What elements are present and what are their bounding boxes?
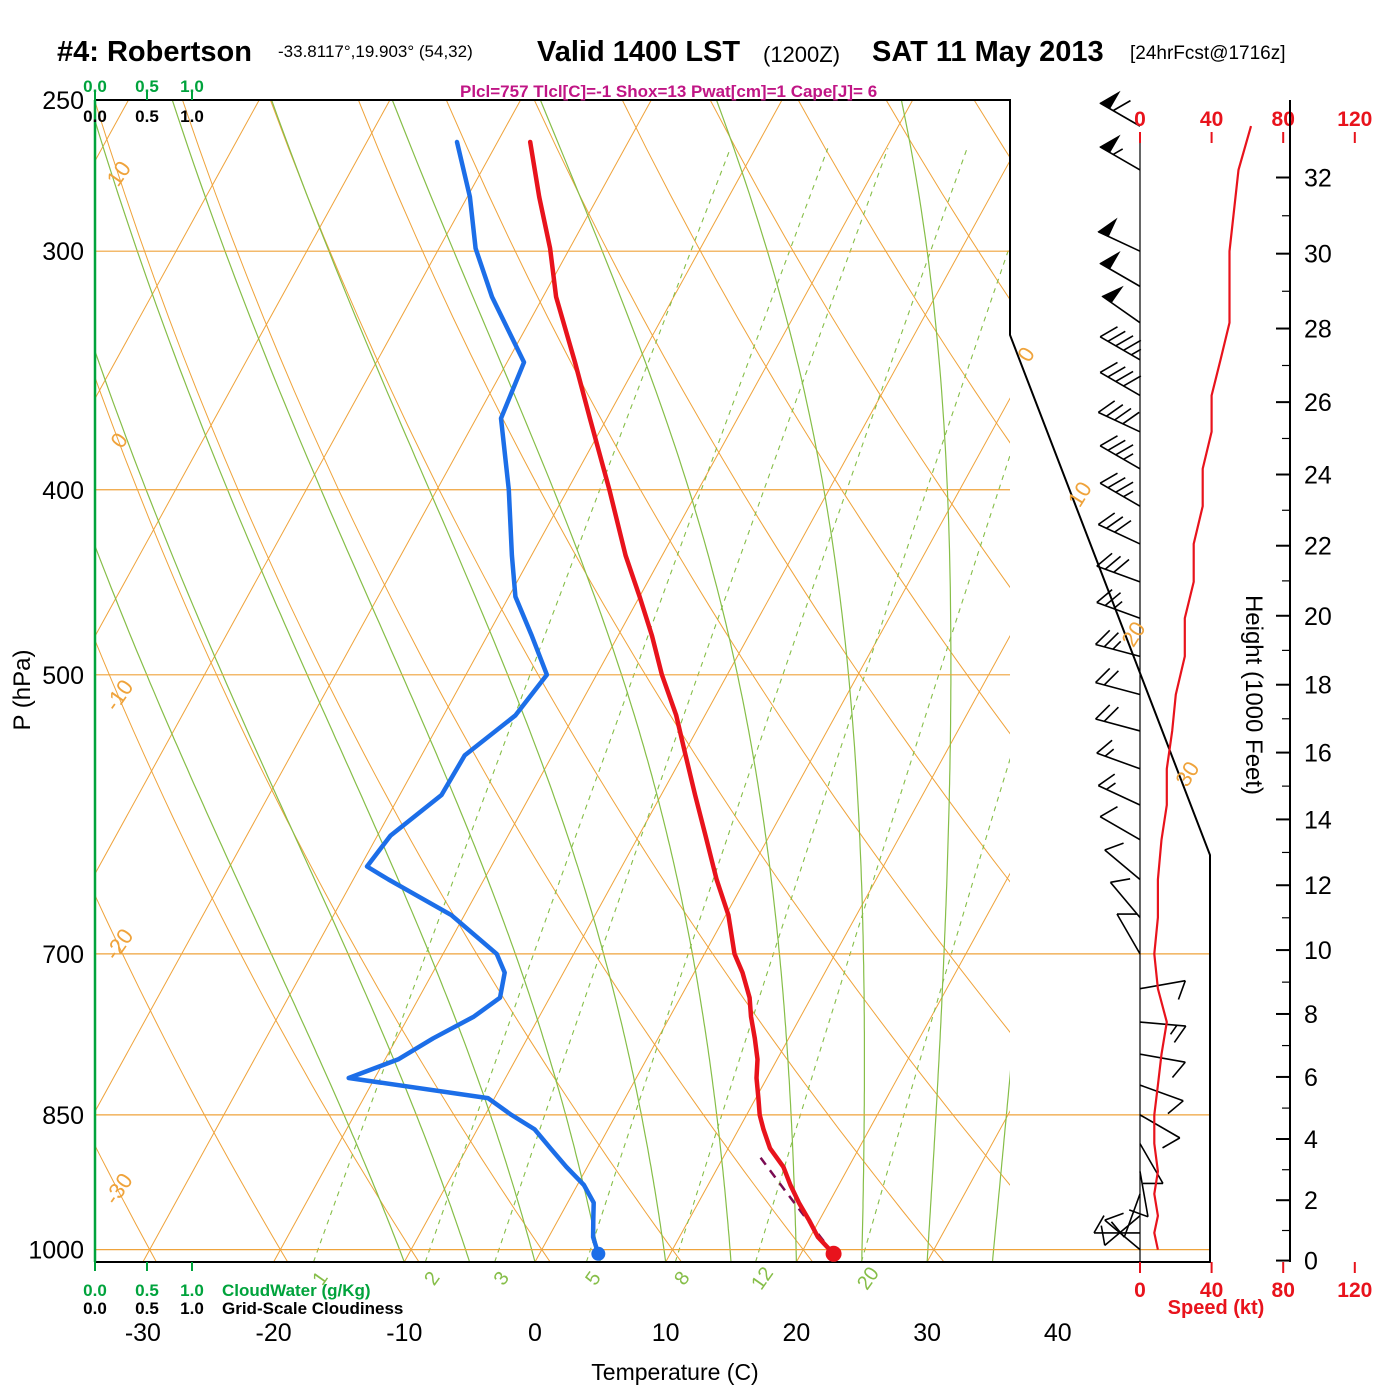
svg-text:0.0: 0.0 <box>83 77 107 96</box>
svg-text:0.5: 0.5 <box>135 77 159 96</box>
svg-text:22: 22 <box>1304 533 1332 561</box>
station-title: #4: Robertson <box>57 36 252 68</box>
svg-text:0.0: 0.0 <box>83 107 107 126</box>
svg-text:0: 0 <box>1012 342 1040 366</box>
valid-time: Valid 1400 LST <box>537 36 741 68</box>
svg-text:30: 30 <box>1304 241 1332 269</box>
svg-text:20: 20 <box>1116 617 1150 651</box>
surface-temperature-dot <box>825 1245 842 1262</box>
svg-text:850: 850 <box>42 1102 84 1130</box>
svg-text:80: 80 <box>1272 108 1295 131</box>
plot-border <box>94 99 1211 1263</box>
svg-text:10: 10 <box>1304 937 1332 965</box>
svg-text:1.0: 1.0 <box>180 1281 204 1300</box>
svg-text:-10: -10 <box>100 675 139 715</box>
svg-text:6: 6 <box>1304 1064 1318 1092</box>
svg-text:Grid-Scale Cloudiness: Grid-Scale Cloudiness <box>222 1299 403 1318</box>
svg-text:120: 120 <box>1337 108 1372 131</box>
svg-text:8: 8 <box>670 1268 694 1290</box>
svg-text:1.0: 1.0 <box>180 77 204 96</box>
svg-text:14: 14 <box>1304 806 1332 834</box>
svg-text:300: 300 <box>42 238 84 266</box>
svg-text:500: 500 <box>42 662 84 690</box>
svg-text:P (hPa): P (hPa) <box>9 650 36 731</box>
svg-text:Height (1000 Feet): Height (1000 Feet) <box>1240 595 1267 795</box>
svg-text:10: 10 <box>652 1319 680 1347</box>
svg-text:10: 10 <box>101 156 136 190</box>
svg-text:120: 120 <box>1337 1279 1372 1302</box>
svg-text:12: 12 <box>1304 872 1332 900</box>
svg-text:-10: -10 <box>386 1319 422 1347</box>
svg-text:80: 80 <box>1272 1279 1295 1302</box>
svg-text:3: 3 <box>490 1268 514 1290</box>
svg-text:0: 0 <box>1304 1248 1318 1276</box>
svg-text:32: 32 <box>1304 164 1332 192</box>
svg-text:20: 20 <box>1304 603 1332 631</box>
svg-text:-30: -30 <box>125 1319 161 1347</box>
surface-dewpoint-dot <box>591 1246 606 1261</box>
svg-text:28: 28 <box>1304 316 1332 344</box>
svg-text:Temperature (C): Temperature (C) <box>591 1359 758 1385</box>
svg-text:0: 0 <box>528 1319 542 1347</box>
svg-text:0.0: 0.0 <box>83 1281 107 1300</box>
svg-text:0: 0 <box>1134 1279 1146 1302</box>
svg-text:26: 26 <box>1304 389 1332 417</box>
svg-text:Speed (kt): Speed (kt) <box>1168 1297 1265 1319</box>
wind-speed-profile <box>1153 125 1253 1250</box>
wind-barbs <box>1093 90 1187 1251</box>
svg-text:1.0: 1.0 <box>180 1299 204 1318</box>
svg-text:-30: -30 <box>99 1169 138 1209</box>
svg-text:0.0: 0.0 <box>83 1299 107 1318</box>
svg-text:0.5: 0.5 <box>135 1281 159 1300</box>
svg-text:4: 4 <box>1304 1126 1318 1154</box>
dewpoint-curve <box>346 139 601 1257</box>
svg-text:16: 16 <box>1304 740 1332 768</box>
svg-text:5: 5 <box>581 1268 605 1290</box>
svg-text:10: 10 <box>1063 477 1097 511</box>
svg-text:30: 30 <box>1170 757 1204 791</box>
indices-line: Plcl=757 Tlcl[C]=-1 Shox=13 Pwat[cm]=1 C… <box>460 82 878 101</box>
svg-text:12: 12 <box>747 1263 778 1294</box>
svg-text:40: 40 <box>1200 1279 1223 1302</box>
valid-zulu: (1200Z) <box>763 42 841 67</box>
svg-text:700: 700 <box>42 941 84 969</box>
background-lines <box>95 100 1010 1262</box>
svg-text:-20: -20 <box>256 1319 292 1347</box>
svg-text:400: 400 <box>42 477 84 505</box>
forecast-tag: [24hrFcst@1716z] <box>1130 43 1286 64</box>
svg-text:0.5: 0.5 <box>135 1299 159 1318</box>
svg-text:40: 40 <box>1044 1319 1072 1347</box>
svg-text:18: 18 <box>1304 672 1332 700</box>
svg-text:40: 40 <box>1200 108 1223 131</box>
svg-text:2: 2 <box>420 1268 444 1290</box>
svg-text:1.0: 1.0 <box>180 107 204 126</box>
svg-text:0: 0 <box>1134 108 1146 131</box>
svg-text:8: 8 <box>1304 1001 1318 1029</box>
svg-text:20: 20 <box>782 1319 810 1347</box>
svg-text:CloudWater (g/Kg): CloudWater (g/Kg) <box>222 1281 371 1300</box>
svg-text:1000: 1000 <box>28 1237 84 1265</box>
temperature-curve <box>527 139 836 1257</box>
svg-text:-20: -20 <box>100 924 139 964</box>
svg-text:250: 250 <box>42 87 84 115</box>
svg-text:0: 0 <box>105 428 133 452</box>
svg-text:0.5: 0.5 <box>135 107 159 126</box>
svg-text:30: 30 <box>913 1319 941 1347</box>
valid-date: SAT 11 May 2013 <box>872 36 1104 68</box>
station-coords: -33.8117°,19.903° (54,32) <box>278 42 473 61</box>
svg-text:24: 24 <box>1304 462 1332 490</box>
svg-text:20: 20 <box>853 1263 884 1294</box>
svg-text:2: 2 <box>1304 1187 1318 1215</box>
